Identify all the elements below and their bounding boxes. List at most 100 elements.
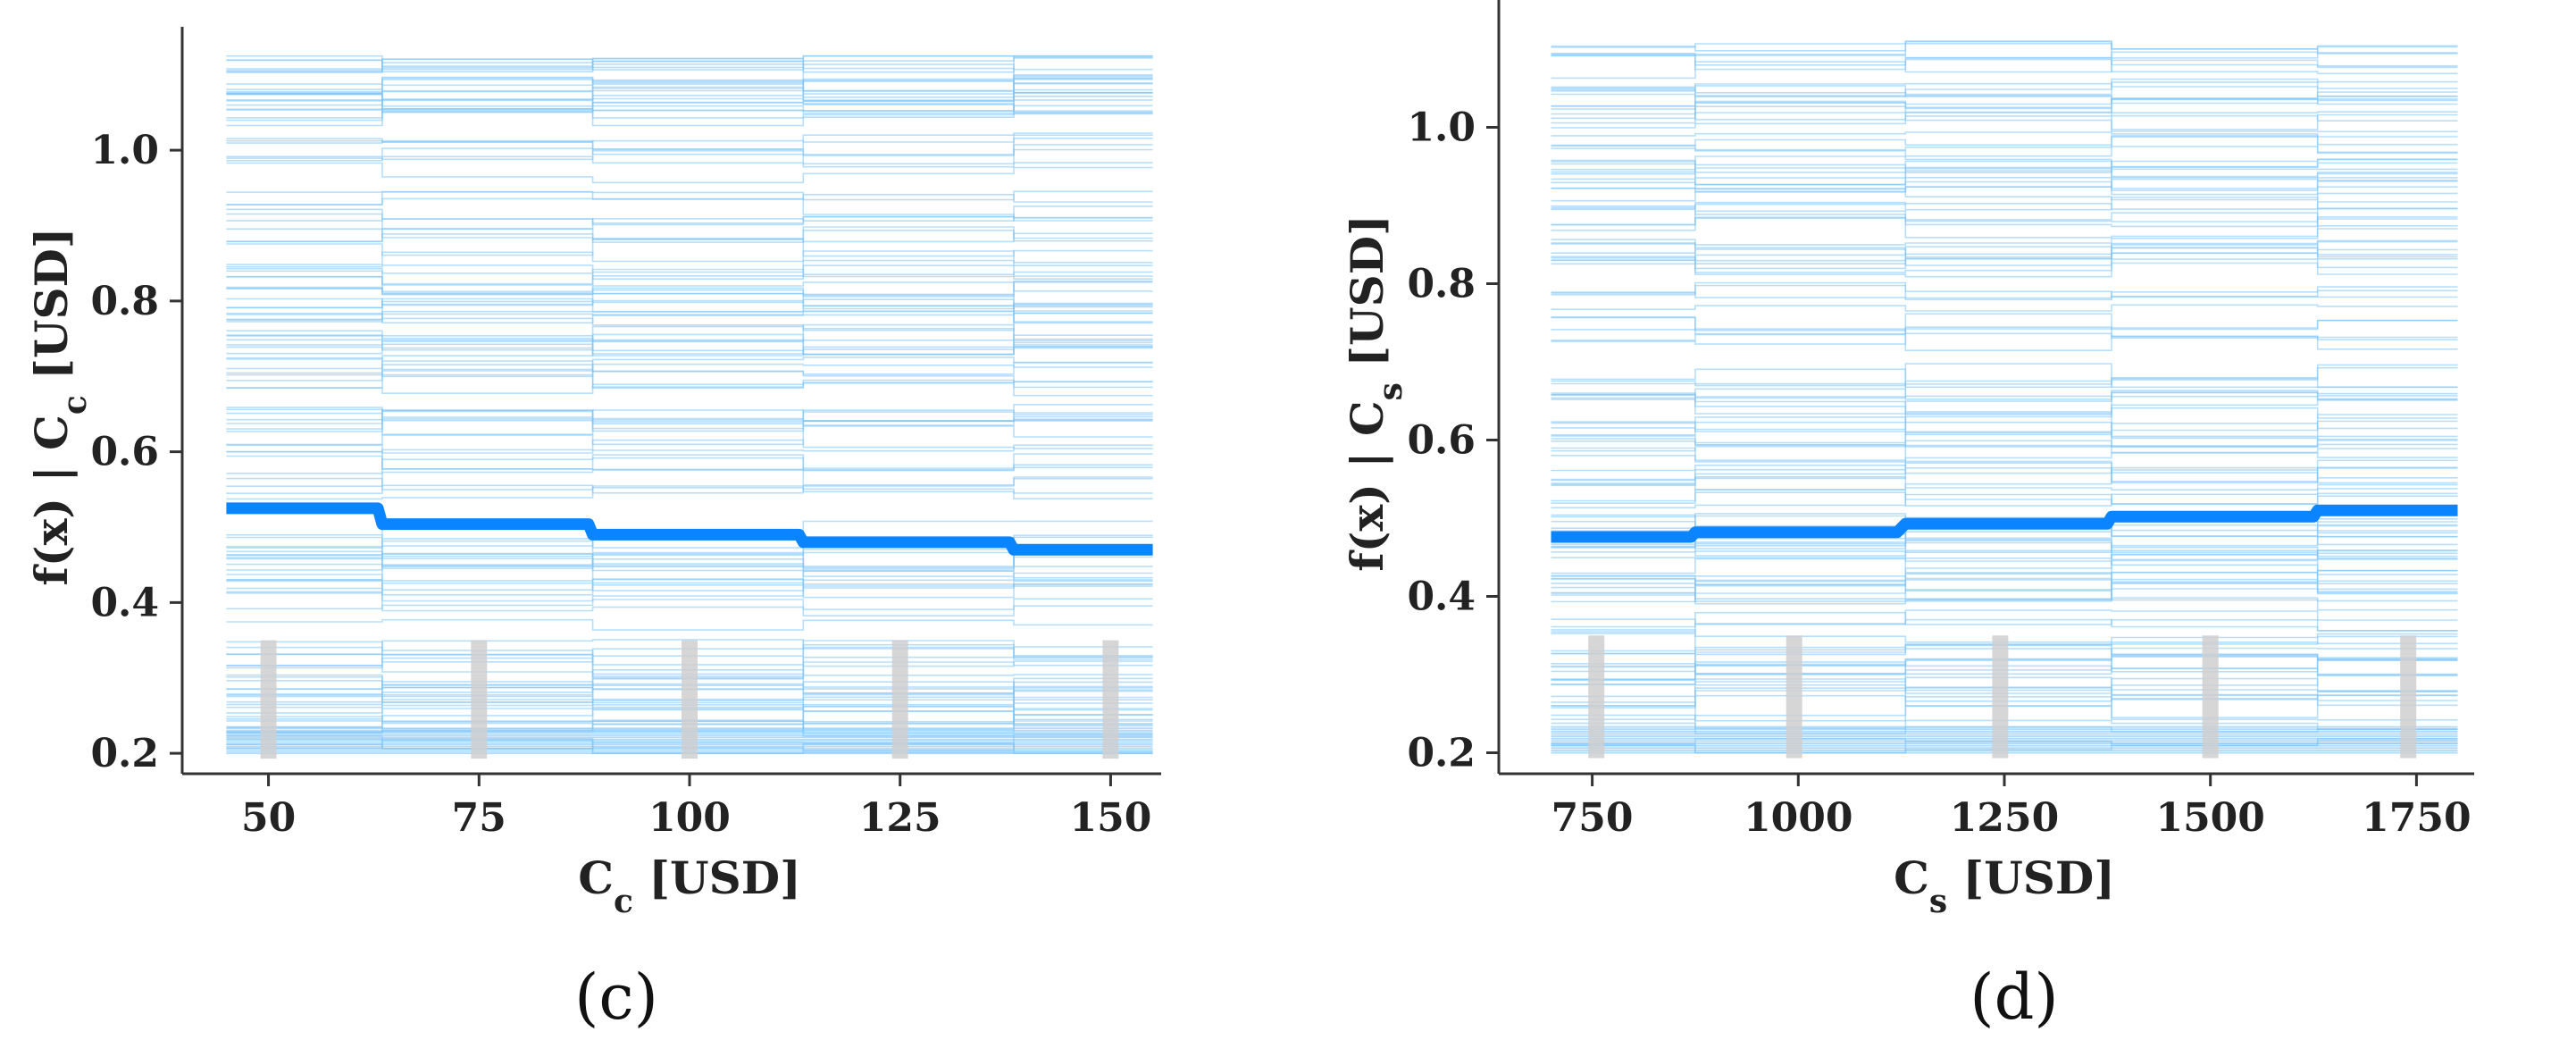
- rug-mark: [1992, 635, 2009, 759]
- ice-line: [1551, 550, 2458, 560]
- ice-line: [226, 598, 1153, 616]
- ice-line: [1551, 59, 2458, 80]
- ice-line: [1551, 661, 2458, 676]
- rug-mark: [2202, 635, 2219, 759]
- ice-line: [1551, 363, 2458, 387]
- ice-line: [226, 618, 1153, 631]
- ice-line: [226, 578, 1153, 599]
- ice-line: [226, 674, 1153, 686]
- ice-line: [1551, 316, 2458, 335]
- ice-line: [1551, 40, 2458, 55]
- ice-line: [1551, 647, 2458, 667]
- ice-line: [1551, 432, 2458, 454]
- y-tick-label: 0.2: [90, 731, 159, 776]
- ice-line: [226, 550, 1153, 570]
- ice-line: [1551, 489, 2458, 505]
- chart-panel-c: 50 75 100 125 150 0.2 0.4 0.6 0.8 1.0 Cc [USD] f…: [25, 27, 1161, 1034]
- x-axis-title-d: Cs [USD]: [1894, 851, 2115, 920]
- rug-mark: [471, 640, 488, 759]
- ice-line: [1551, 239, 2458, 261]
- x-tick-label: 1250: [1950, 795, 2059, 841]
- ice-line: [226, 162, 1153, 184]
- y-tick-label: 0.8: [90, 279, 159, 324]
- ice-line: [1551, 252, 2458, 270]
- ice-line: [1551, 240, 2458, 264]
- ice-line: [1551, 467, 2458, 474]
- ice-line: [226, 150, 1153, 168]
- chart-panel-d: 750 1000 1250 1500 1750 0.2 0.4 0.6 0.8 1.0 Cs […: [1341, 0, 2474, 1034]
- ice-line: [1551, 247, 2458, 266]
- ice-line: [1551, 304, 2458, 312]
- rug-marks-d: [1588, 635, 2417, 759]
- ice-line: [1551, 131, 2458, 146]
- rug-mark: [1588, 635, 1605, 759]
- ice-line: [1551, 673, 2458, 688]
- ice-line: [1551, 391, 2458, 400]
- ice-line: [226, 582, 1153, 591]
- ice-line: [1551, 80, 2458, 96]
- ice-line: [226, 356, 1153, 371]
- ice-line: [226, 457, 1153, 474]
- ice-line: [226, 476, 1153, 494]
- ice-line: [226, 425, 1153, 446]
- x-tick-label: 150: [1069, 795, 1151, 841]
- ice-line: [226, 213, 1153, 226]
- ice-line: [226, 407, 1153, 420]
- ice-line: [1551, 158, 2458, 179]
- ice-line: [1551, 333, 2458, 351]
- ice-line: [1551, 97, 2458, 110]
- rug-marks-c: [260, 640, 1119, 759]
- pdp-line-d: [1551, 504, 2458, 543]
- ice-line: [1551, 577, 2458, 600]
- x-tick-label: 75: [452, 795, 506, 841]
- panel-label-d: (d): [1970, 960, 2058, 1034]
- ice-line: [1551, 258, 2458, 275]
- ice-line: [1551, 326, 2458, 345]
- y-axis-title-c: f(x) | Cc [USD]: [25, 227, 94, 585]
- ice-line: [226, 228, 1153, 243]
- ice-line: [226, 102, 1153, 113]
- ice-line: [1551, 82, 2458, 89]
- ice-line: [1551, 281, 2458, 299]
- rug-mark: [682, 640, 698, 759]
- ice-line: [226, 264, 1153, 285]
- ice-line: [1551, 105, 2458, 115]
- ice-line: [226, 63, 1153, 80]
- y-tick-label: 1.0: [90, 128, 159, 173]
- x-tick-label: 750: [1551, 795, 1634, 841]
- ice-line: [226, 259, 1153, 277]
- ice-line: [226, 238, 1153, 257]
- ice-line: [1551, 462, 2458, 487]
- pdp-line: [226, 502, 1153, 556]
- x-tick-label: 125: [859, 795, 941, 841]
- ice-line: [1551, 177, 2458, 201]
- ice-line: [226, 138, 1153, 155]
- pdp-line: [1551, 504, 2458, 543]
- x-axis-title-c: Cc [USD]: [578, 851, 801, 920]
- rug-mark: [891, 640, 908, 759]
- ice-line: [1551, 313, 2458, 331]
- ice-line: [226, 323, 1153, 343]
- ice-line: [226, 418, 1153, 436]
- ice-line: [226, 695, 1153, 712]
- x-tick-label: 1000: [1744, 795, 1853, 841]
- pdp-line-c: [226, 502, 1153, 556]
- ice-line: [226, 696, 1153, 709]
- ice-line: [226, 714, 1153, 731]
- x-tick-label: 50: [241, 795, 296, 841]
- y-ticks-c: 0.2 0.4 0.6 0.8 1.0: [90, 128, 182, 776]
- y-tick-label: 0.4: [90, 580, 159, 625]
- ice-line: [1551, 420, 2458, 438]
- x-tick-label: 1750: [2362, 795, 2471, 841]
- ice-line: [1551, 201, 2458, 211]
- y-tick-label: 0.2: [1407, 731, 1476, 776]
- ice-line: [226, 339, 1153, 360]
- ice-line: [1551, 136, 2458, 154]
- y-axis-title-d: f(x) | Cs [USD]: [1341, 214, 1409, 572]
- ice-line: [226, 147, 1153, 162]
- ice-line: [1551, 95, 2458, 107]
- ice-line: [1551, 435, 2458, 452]
- rug-mark: [1102, 640, 1119, 759]
- ice-line: [226, 485, 1153, 500]
